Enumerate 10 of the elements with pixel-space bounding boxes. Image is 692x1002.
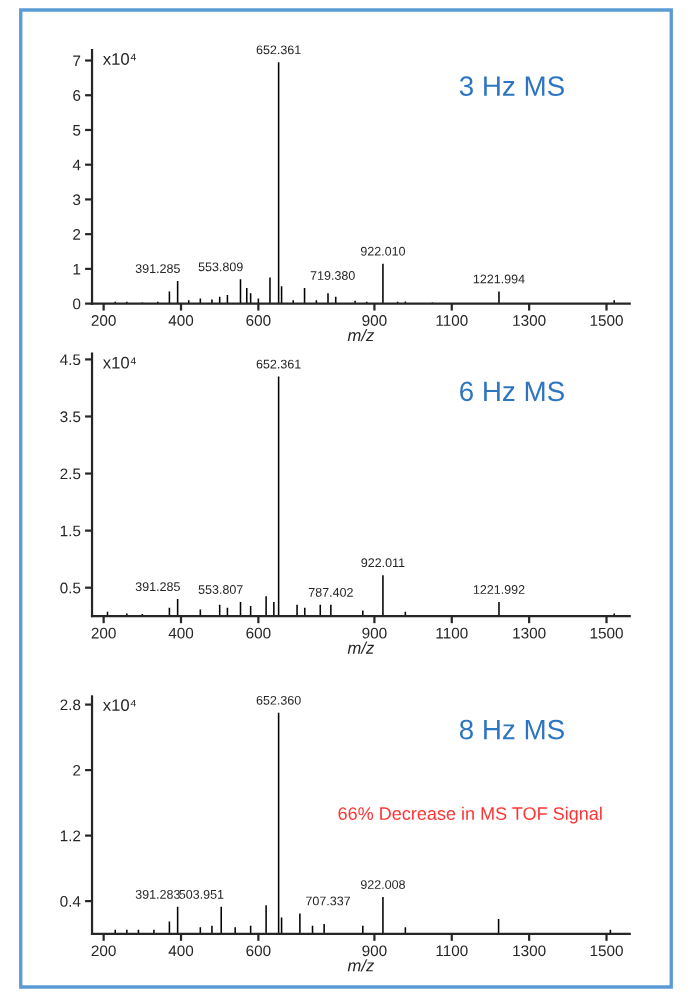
text: 8 Hz MS xyxy=(459,719,564,740)
annotation: x10⁴ xyxy=(102,53,136,65)
annotation: x10⁴ xyxy=(102,356,136,369)
x-axis-title: m/z xyxy=(347,641,375,654)
text: 6 Hz MS xyxy=(460,381,564,402)
x-axis-title: m/z xyxy=(347,328,375,342)
annotation: 66% Decrease in MS TOF Signal xyxy=(338,806,602,824)
text: 3 Hz MS xyxy=(459,76,564,96)
x-axis-title: m/z xyxy=(347,959,375,972)
annotation: x10⁴ xyxy=(102,699,136,712)
